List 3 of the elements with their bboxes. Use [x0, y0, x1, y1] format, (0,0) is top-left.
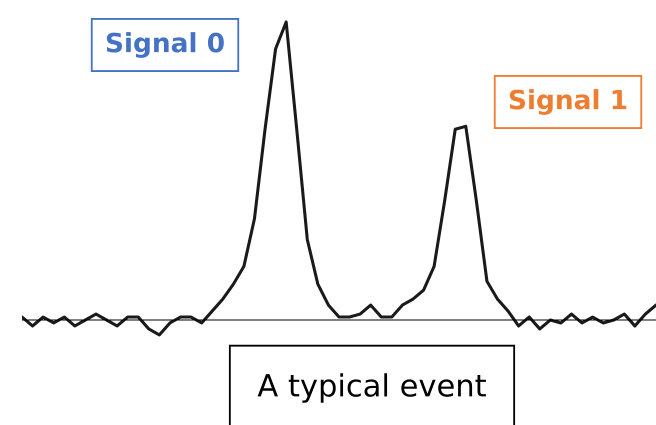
annotation: Signal 0: [106, 32, 224, 58]
annotation: Signal 1: [510, 89, 626, 115]
text: A typical event: [258, 373, 486, 403]
